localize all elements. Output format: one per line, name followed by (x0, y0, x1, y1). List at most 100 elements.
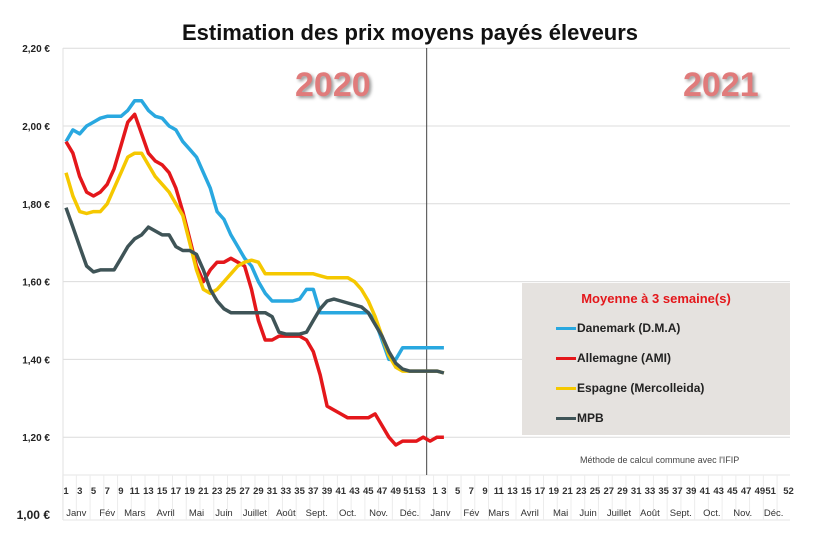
x-week-label: 23 (576, 486, 587, 497)
x-month-label: Oct. (703, 508, 720, 519)
x-month-label: Nov. (733, 508, 752, 519)
x-week-label: 49 (755, 486, 766, 497)
x-week-label: 1 (432, 486, 438, 497)
x-month-label: Oct. (339, 508, 356, 519)
x-month-label: Juin (215, 508, 232, 519)
legend-swatch (556, 386, 576, 390)
legend-item-espagne: Espagne (Mercolleida) (556, 381, 704, 395)
x-week-label: 7 (469, 486, 474, 497)
x-week-label: 33 (281, 486, 292, 497)
y-tick-label: 1,80 € (22, 200, 50, 211)
x-week-label: 23 (212, 486, 223, 497)
legend-title: Moyenne à 3 semaine(s) (581, 291, 731, 306)
legend-label: Danemark (D.M.A) (577, 321, 681, 335)
x-week-label: 11 (494, 486, 505, 497)
series-line-espagne (64, 151, 445, 375)
x-week-label: 1 (63, 486, 69, 497)
legend-swatch (556, 356, 576, 360)
x-month-label: Janv (66, 508, 86, 519)
x-week-label: 9 (482, 486, 487, 497)
x-week-label: 47 (377, 486, 388, 497)
legend-label: Espagne (Mercolleida) (577, 381, 705, 395)
series-line-allemagne (64, 112, 444, 447)
y-tick-label: 1,40 € (22, 355, 50, 366)
x-week-label: 15 (157, 486, 168, 497)
legend-label: Allemagne (AMI) (577, 351, 672, 365)
x-week-label: 47 (741, 486, 752, 497)
series-line-mpb (64, 207, 445, 375)
y-tick-label: 1,00 € (17, 508, 51, 522)
x-week-label: 35 (294, 486, 305, 497)
x-week-label: 15 (521, 486, 532, 497)
x-month-label: Janv (430, 508, 450, 519)
legend-item-allemagne: Allemagne (AMI) (556, 351, 671, 365)
x-week-label: 9 (118, 486, 123, 497)
x-week-label: 37 (672, 486, 683, 497)
x-month-label: Avril (521, 508, 539, 519)
x-week-label: 41 (700, 486, 711, 497)
x-month-label: Déc. (764, 508, 784, 519)
x-month-label: Mai (553, 508, 568, 519)
x-month-label: Mai (189, 508, 204, 519)
chart-title: Estimation des prix moyens payés éleveur… (181, 20, 639, 45)
x-week-label: 21 (198, 486, 209, 497)
x-month-label: Juillet (243, 508, 268, 519)
x-week-label: 25 (590, 486, 601, 497)
x-week-label: 53 (415, 486, 426, 497)
legend-label: MPB (577, 411, 604, 425)
x-week-label: 19 (184, 486, 195, 497)
x-month-label: Fév (463, 508, 479, 519)
x-month-label: Août (640, 508, 660, 519)
x-month-label: Août (276, 508, 296, 519)
x-month-label: Sept. (306, 508, 328, 519)
x-week-label: 51 (403, 486, 414, 497)
x-week-label: 17 (171, 486, 182, 497)
x-week-label: 11 (130, 486, 141, 497)
x-week-label: 27 (239, 486, 250, 497)
x-month-label: Nov. (369, 508, 388, 519)
x-week-label: 51 (765, 486, 776, 497)
y-tick-label: 2,20 € (22, 44, 50, 55)
y-tick-label: 2,00 € (22, 122, 50, 133)
x-week-label: 13 (143, 486, 154, 497)
x-week-label: 29 (617, 486, 628, 497)
x-month-label: Fév (99, 508, 115, 519)
legend: Moyenne à 3 semaine(s) Danemark (D.M.A) … (522, 283, 790, 435)
x-week-label: 5 (91, 486, 97, 497)
x-week-label: 37 (308, 486, 319, 497)
year-label-2021: 2021 (683, 66, 759, 104)
x-week-label: 31 (631, 486, 642, 497)
x-week-label: 33 (645, 486, 656, 497)
x-week-label: 21 (562, 486, 573, 497)
x-week-label: 3 (441, 486, 446, 497)
x-month-label: Juillet (607, 508, 632, 519)
x-month-label: Déc. (400, 508, 420, 519)
x-week-label: 7 (105, 486, 110, 497)
x-week-label: 45 (727, 486, 738, 497)
x-month-label: Mars (124, 508, 145, 519)
x-week-label: 49 (390, 486, 401, 497)
x-week-label: 13 (507, 486, 518, 497)
x-week-label: 39 (322, 486, 333, 497)
x-week-label: 5 (455, 486, 461, 497)
x-month-label: Juin (579, 508, 596, 519)
x-week-label: 19 (548, 486, 559, 497)
x-week-label: 27 (603, 486, 614, 497)
x-week-label: 29 (253, 486, 264, 497)
x-week-label: 52 (783, 486, 794, 497)
x-week-label: 31 (267, 486, 278, 497)
legend-swatch (556, 326, 576, 330)
year-label-2020: 2020 (295, 66, 371, 104)
y-tick-label: 1,20 € (22, 433, 50, 444)
x-month-label: Mars (488, 508, 509, 519)
x-week-label: 35 (658, 486, 669, 497)
y-tick-label: 1,60 € (22, 278, 50, 289)
x-week-label: 41 (336, 486, 347, 497)
legend-item-danemark: Danemark (D.M.A) (556, 321, 680, 335)
legend-item-mpb: MPB (556, 411, 604, 425)
x-week-label: 39 (686, 486, 697, 497)
x-week-label: 3 (77, 486, 82, 497)
method-note: Méthode de calcul commune avec l'IFIP (580, 455, 740, 465)
